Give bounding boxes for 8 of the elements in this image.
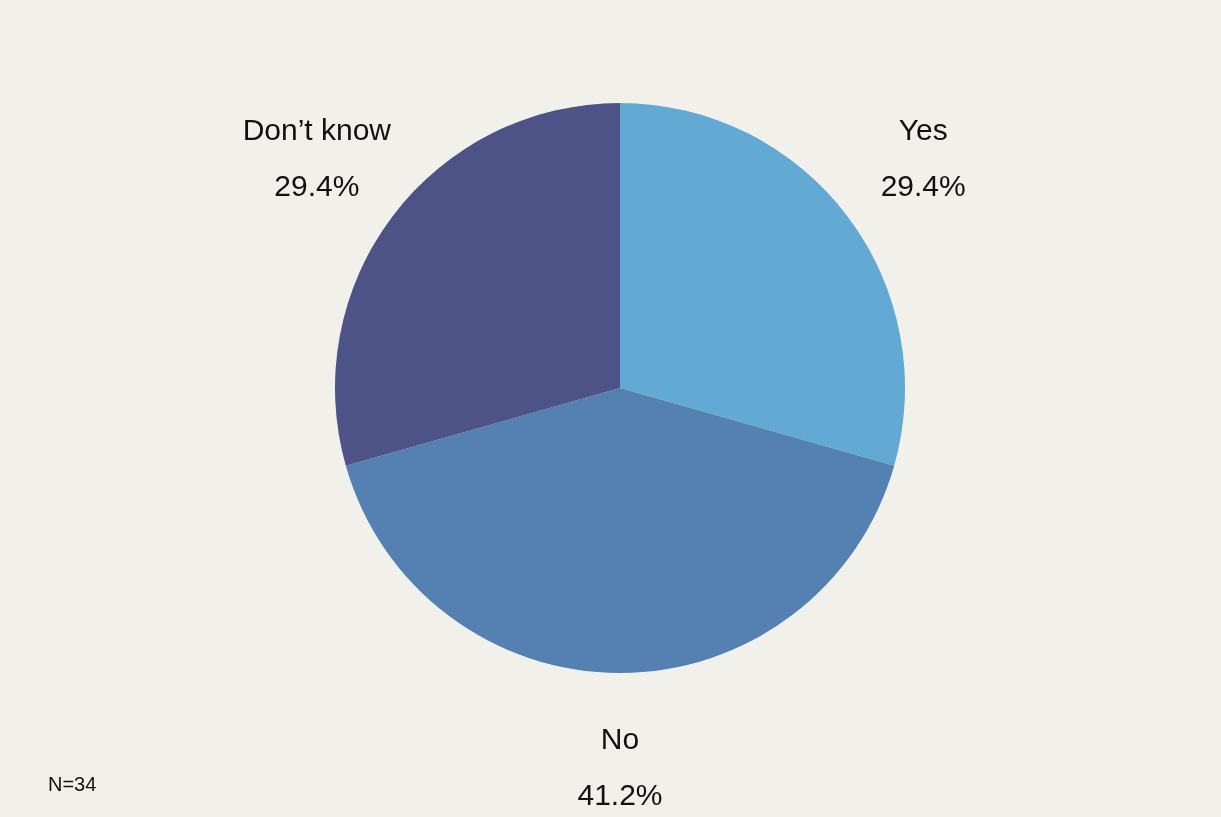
pie-slice <box>345 388 895 673</box>
data-label: 29.4% <box>880 168 966 202</box>
slice-label: Don’t know <box>242 112 392 146</box>
text: N=34 <box>48 773 97 795</box>
slice-label: No <box>600 722 640 755</box>
data-label: 29.4% <box>274 168 360 202</box>
data-label: 41.2% <box>577 778 663 811</box>
slice-label: Yes <box>898 112 948 146</box>
